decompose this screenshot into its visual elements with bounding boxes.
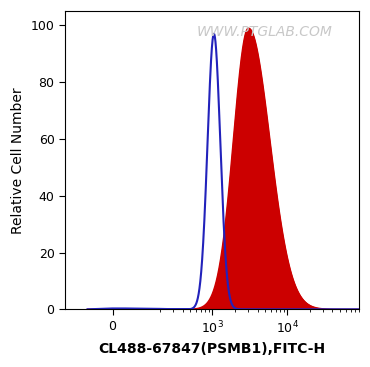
Text: WWW.PTGLAB.COM: WWW.PTGLAB.COM: [197, 25, 333, 39]
X-axis label: CL488-67847(PSMB1),FITC-H: CL488-67847(PSMB1),FITC-H: [98, 342, 326, 356]
Y-axis label: Relative Cell Number: Relative Cell Number: [11, 87, 25, 233]
